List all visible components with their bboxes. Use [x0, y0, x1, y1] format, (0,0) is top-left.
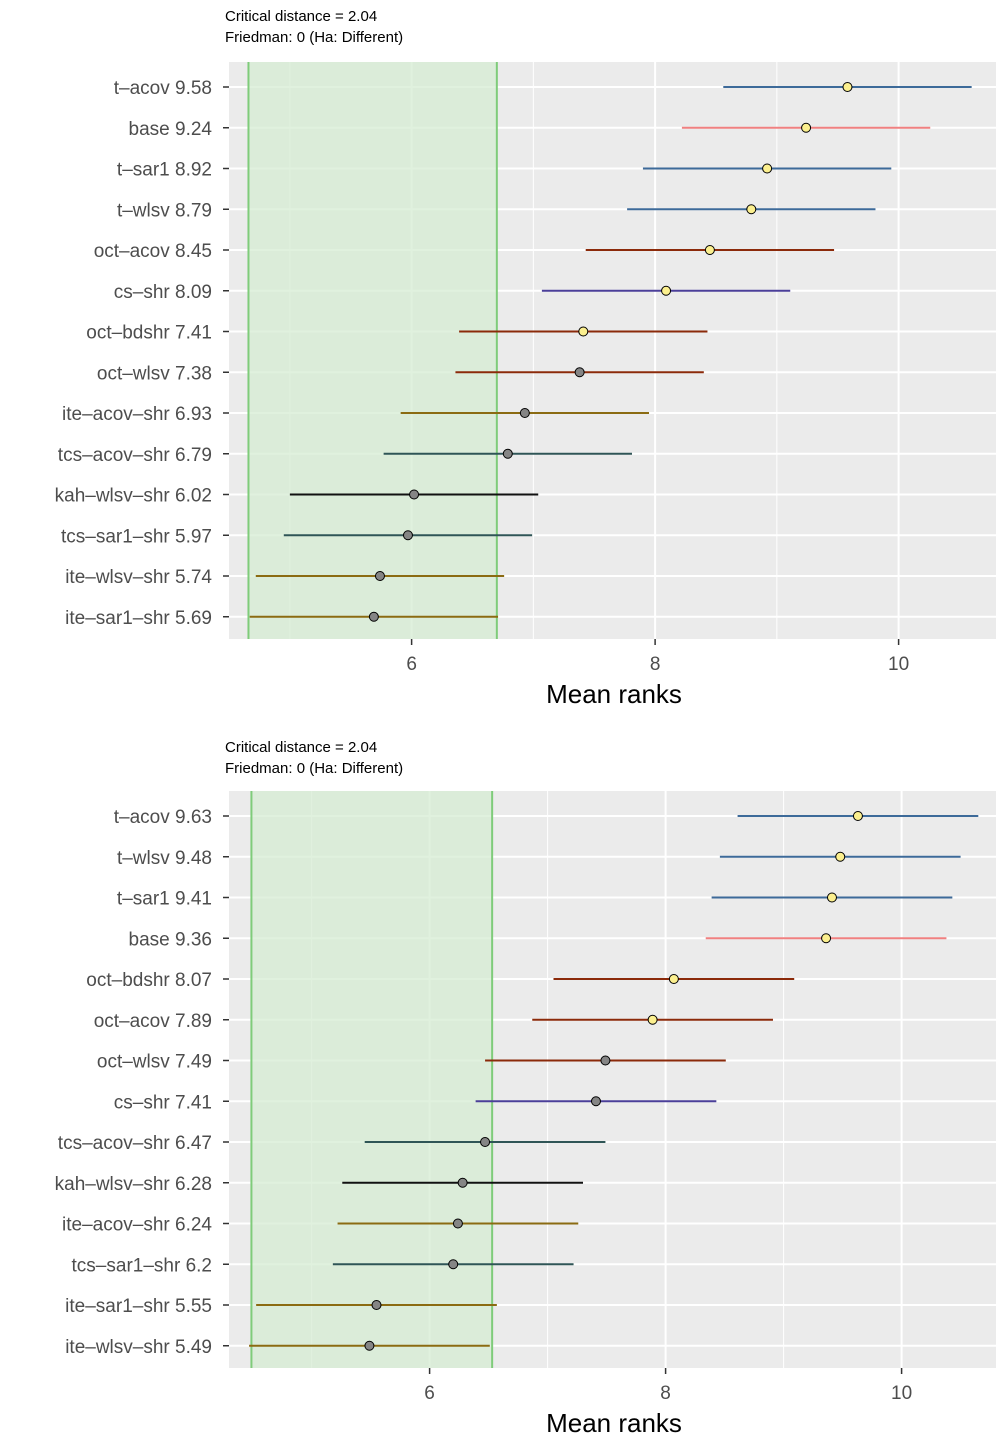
- method-label: base 9.36: [129, 929, 212, 950]
- chart-1-x-ticks: 6 8 10: [406, 639, 909, 675]
- method-label: ite–wlsv–shr 5.74: [65, 567, 212, 588]
- x-tick-label: 6: [424, 1383, 435, 1404]
- method-label: kah–wlsv–shr 6.28: [55, 1174, 212, 1195]
- chart-1-critical-distance-band: [247, 62, 498, 639]
- method-label: oct–wlsv 7.38: [97, 363, 212, 384]
- mean-rank-point: [480, 1137, 491, 1147]
- method-label: oct–acov 7.89: [94, 1011, 212, 1032]
- method-label: tcs–sar1–shr 5.97: [61, 526, 212, 547]
- mean-rank-point: [647, 1014, 658, 1025]
- x-tick-label: 10: [891, 1383, 912, 1404]
- x-tick-label: 10: [888, 654, 909, 675]
- mean-rank-point: [374, 571, 385, 581]
- critical-distance-band: [251, 791, 493, 1368]
- method-label: t–acov 9.58: [114, 78, 212, 99]
- mean-rank-point: [519, 408, 530, 418]
- mean-rank-chart-bottom: Critical distance = 2.04 Friedman: 0 (Ha…: [55, 739, 996, 1438]
- x-tick-label: 8: [650, 654, 661, 675]
- mean-rank-point: [668, 974, 679, 984]
- mean-rank-point: [402, 530, 413, 541]
- method-label: tcs–sar1–shr 6.2: [72, 1255, 212, 1276]
- critical-distance-band: [248, 62, 497, 639]
- mean-rank-point: [364, 1340, 375, 1351]
- method-label: ite–acov–shr 6.93: [62, 404, 212, 425]
- chart-1-method-labels: t–acov 9.58 base 9.24 t–sar1 8.92 t–wlsv 8.…: [55, 78, 229, 629]
- mean-rank-point: [661, 285, 672, 296]
- method-label: t–sar1 8.92: [117, 160, 212, 181]
- method-label: oct–acov 8.45: [94, 241, 212, 262]
- method-label: t–wlsv 9.48: [117, 848, 212, 869]
- method-label: cs–shr 7.41: [114, 1092, 212, 1113]
- method-label: oct–wlsv 7.49: [97, 1052, 212, 1073]
- mean-rank-point: [368, 611, 379, 622]
- method-label: base 9.24: [129, 119, 213, 140]
- method-label: t–sar1 9.41: [117, 889, 212, 910]
- method-label: oct–bdshr 7.41: [86, 323, 212, 344]
- mean-rank-point: [371, 1300, 382, 1310]
- x-tick-label: 6: [406, 654, 417, 675]
- x-tick-label: 8: [660, 1383, 671, 1404]
- method-label: kah–wlsv–shr 6.02: [55, 486, 212, 507]
- mean-rank-point: [448, 1259, 459, 1270]
- method-label: tcs–acov–shr 6.79: [58, 445, 212, 466]
- method-label: t–acov 9.63: [114, 807, 212, 828]
- mean-rank-point: [704, 245, 715, 255]
- method-label: ite–acov–shr 6.24: [62, 1215, 212, 1236]
- method-label: ite–sar1–shr 5.55: [65, 1296, 212, 1317]
- mean-rank-chart-top: Critical distance = 2.04 Friedman: 0 (Ha…: [55, 8, 996, 709]
- chart-1-subtitle-line-1: Critical distance = 2.04: [225, 8, 377, 25]
- method-label: oct–bdshr 8.07: [86, 970, 212, 991]
- method-label: cs–shr 8.09: [114, 282, 212, 303]
- mean-rank-point: [502, 448, 513, 459]
- method-label: ite–wlsv–shr 5.49: [65, 1337, 212, 1358]
- mean-rank-point: [457, 1177, 468, 1188]
- chart-2-subtitle-line-2: Friedman: 0 (Ha: Different): [225, 760, 403, 777]
- mean-rank-point: [409, 489, 420, 500]
- mean-rank-point: [452, 1218, 463, 1229]
- mean-rank-point: [574, 367, 585, 378]
- chart-1-x-axis-title: Mean ranks: [546, 679, 682, 709]
- mean-rank-point: [826, 892, 837, 903]
- mean-rank-point: [852, 811, 863, 821]
- mean-rank-point: [835, 851, 846, 862]
- chart-2-series: [249, 811, 979, 1351]
- method-label: t–wlsv 8.79: [117, 200, 212, 221]
- chart-1-series: [249, 82, 972, 622]
- mean-rank-point: [821, 933, 832, 944]
- method-label: tcs–acov–shr 6.47: [58, 1133, 212, 1154]
- mean-rank-point: [746, 204, 757, 215]
- mean-rank-point: [600, 1055, 611, 1066]
- mean-rank-point: [590, 1096, 601, 1107]
- chart-2-method-labels: t–acov 9.63 t–wlsv 9.48 t–sar1 9.41 base 9.…: [55, 807, 229, 1358]
- mean-rank-point: [762, 163, 773, 174]
- chart-2-x-axis-title: Mean ranks: [546, 1408, 682, 1438]
- mean-rank-point: [578, 326, 589, 337]
- chart-2-critical-distance-band: [250, 791, 494, 1368]
- chart-2-subtitle-line-1: Critical distance = 2.04: [225, 739, 377, 756]
- mean-rank-point: [801, 122, 812, 133]
- chart-1-subtitle-line-2: Friedman: 0 (Ha: Different): [225, 29, 403, 46]
- mean-rank-point: [842, 82, 853, 92]
- method-label: ite–sar1–shr 5.69: [65, 608, 212, 629]
- chart-2-x-ticks: 6 8 10: [424, 1368, 912, 1404]
